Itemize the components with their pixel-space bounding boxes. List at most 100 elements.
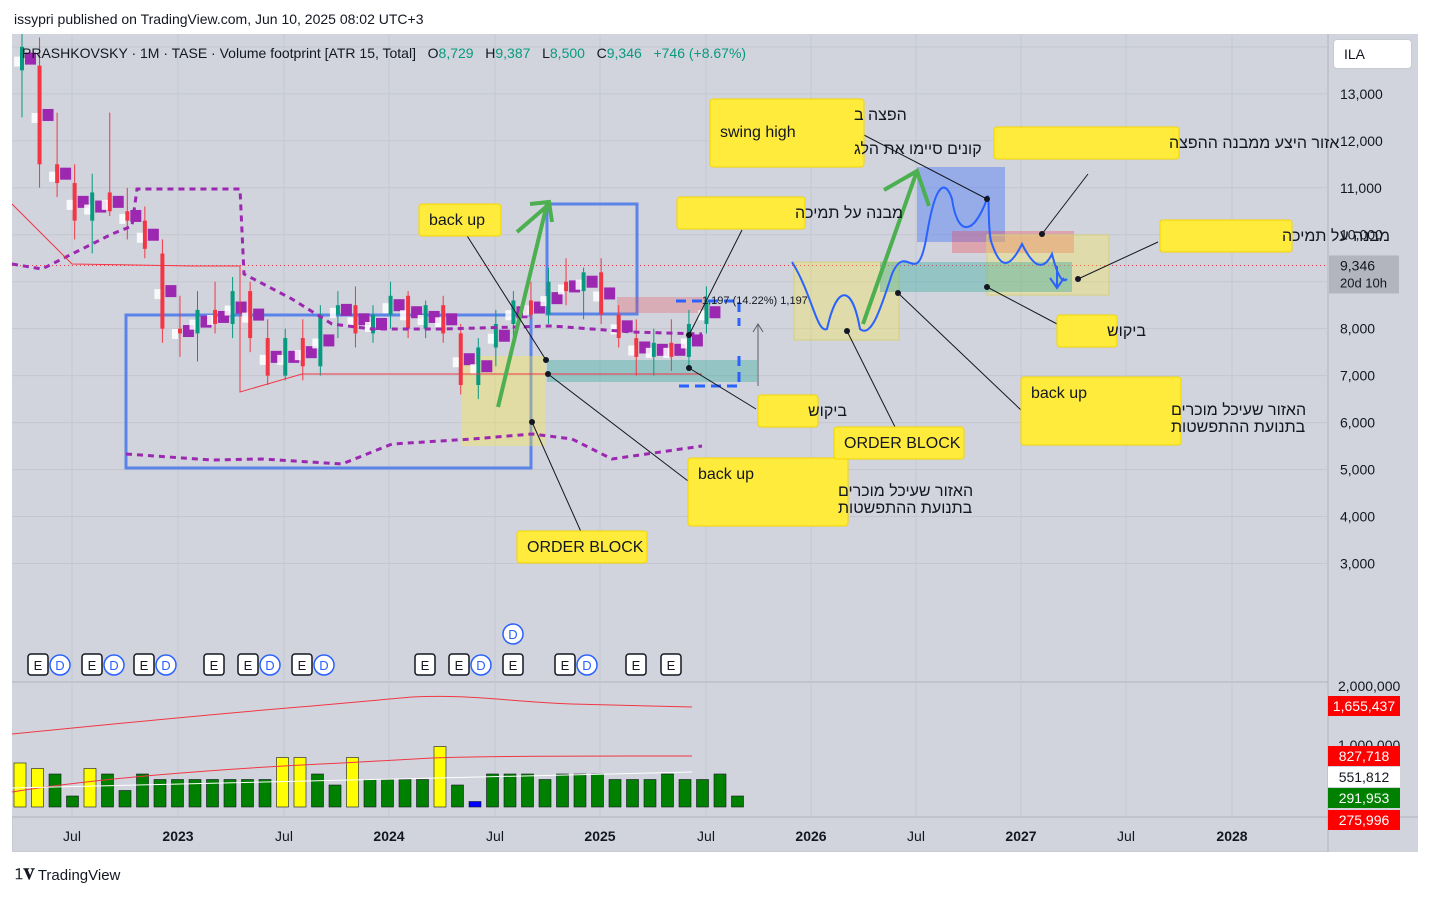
- earnings-event-icon[interactable]: E: [660, 653, 682, 676]
- current-price-label: 9,346: [1340, 257, 1375, 273]
- candle-body: [90, 192, 95, 221]
- volume-bar: [66, 795, 79, 808]
- footprint-square: [112, 195, 124, 208]
- connector-dot: [529, 419, 535, 425]
- footprint-white: [522, 305, 529, 316]
- event-circle: [155, 654, 177, 676]
- footprint-square: [182, 325, 194, 338]
- annotation-box: [709, 98, 865, 168]
- time-tick-label: 2026: [795, 828, 826, 844]
- legend-c-label: C: [596, 45, 607, 61]
- annotation-connector: [861, 133, 988, 200]
- dividend-event-icon[interactable]: D: [259, 654, 281, 676]
- footprint-square: [586, 275, 598, 288]
- earnings-event-icon[interactable]: E: [27, 653, 49, 676]
- annotation-structure-1[interactable]: מבנה על תמיכה: [676, 196, 903, 230]
- volume-bar: [101, 773, 114, 808]
- chart-canvas[interactable]: 3,0004,0005,0006,0007,0008,0009,00010,00…: [12, 34, 1418, 852]
- annotation-text: האזור שעיכל מוכרים: [1171, 401, 1306, 419]
- footprint-white: [628, 345, 635, 356]
- volume-badge-label: 1,655,437: [1333, 698, 1395, 714]
- footprint-white: [435, 317, 442, 328]
- legend-change: +746 (+8.67%): [653, 45, 747, 61]
- annotation-text: back up: [698, 466, 754, 483]
- footprint-square: [446, 313, 458, 326]
- footprint-white: [119, 213, 126, 224]
- annotation-box: [1056, 314, 1118, 348]
- candle-body: [458, 333, 463, 386]
- annotation-order-block-1[interactable]: ORDER BLOCK: [833, 426, 965, 460]
- event-box: [414, 653, 436, 676]
- footprint-square: [621, 320, 633, 333]
- annotation-back-up-1[interactable]: back up: [418, 203, 502, 237]
- volume-badge: [1328, 788, 1400, 808]
- footprint-white: [487, 333, 494, 344]
- annotation-text: האזור שעיכל מוכרים: [838, 482, 973, 500]
- annotation-connector: [897, 292, 1023, 412]
- volume-bar: [608, 779, 622, 808]
- earnings-event-icon[interactable]: E: [414, 653, 436, 676]
- grid-lines: [12, 34, 1418, 852]
- footprint-square: [393, 299, 405, 312]
- demand-zone-2: [880, 262, 1072, 292]
- dividend-event-icon[interactable]: D: [313, 654, 335, 676]
- earnings-event-icon[interactable]: E: [133, 653, 155, 676]
- currency-selector[interactable]: ILA: [1333, 39, 1412, 69]
- candle-body: [441, 305, 446, 334]
- earnings-event-icon[interactable]: E: [81, 653, 103, 676]
- event-circle: [259, 654, 281, 676]
- dividend-event-icon[interactable]: D: [502, 623, 524, 645]
- event-letter: D: [109, 658, 118, 673]
- dividend-event-icon[interactable]: D: [155, 654, 177, 676]
- annotation-structure-2[interactable]: מבנה על תמיכה: [1159, 219, 1390, 253]
- annotation-text: מבנה על תמיכה: [795, 204, 903, 222]
- chart-legend: PRASHKOVSKY · 1M · TASE · Volume footpri…: [22, 45, 746, 61]
- earnings-event-icon[interactable]: E: [502, 653, 524, 676]
- time-tick-label: Jul: [907, 828, 925, 844]
- price-tick-label: 12,000: [1340, 133, 1383, 149]
- volume-bar: [311, 773, 324, 808]
- annotation-order-block-2[interactable]: ORDER BLOCK: [516, 530, 648, 564]
- annotation-demand-2[interactable]: ביקוש: [757, 394, 847, 428]
- earnings-event-icon[interactable]: E: [448, 653, 470, 676]
- candle-body: [686, 323, 691, 357]
- connector-dot: [686, 332, 692, 338]
- annotation-box: [833, 426, 965, 460]
- volume-bar: [241, 779, 254, 808]
- candle-body: [160, 253, 165, 329]
- earnings-event-icon[interactable]: E: [291, 653, 313, 676]
- dividend-event-icon[interactable]: D: [49, 654, 71, 676]
- annotations[interactable]: back up מבנה על תמיכה הפצה ב swing high קוני…: [418, 98, 1390, 564]
- green-arrow-3: [861, 170, 919, 325]
- supply-zone-1: [617, 297, 707, 313]
- dividend-event-icon[interactable]: D: [470, 654, 492, 676]
- dividend-event-icon[interactable]: D: [103, 654, 125, 676]
- event-letter: E: [632, 658, 641, 673]
- annotation-demand-1[interactable]: ביקוש: [1056, 314, 1146, 348]
- earnings-event-icon[interactable]: E: [237, 653, 259, 676]
- time-tick-label: Jul: [486, 828, 504, 844]
- volume-bar: [468, 801, 482, 808]
- footprint-white: [417, 314, 424, 325]
- green-arrow-1: [515, 204, 549, 234]
- footprint-white: [171, 329, 178, 340]
- annotation-supply-zone[interactable]: אזור היצע ממבנה ההפצה: [993, 126, 1339, 160]
- earnings-event-icon[interactable]: E: [625, 653, 647, 676]
- annotation-connector: [688, 367, 757, 410]
- annotation-distribution[interactable]: הפצה ב swing high קונים סיימו את הלג: [709, 98, 982, 168]
- footprint-square: [288, 350, 300, 363]
- event-markers[interactable]: E D E D E D E E D E D E E D E E D E ED: [27, 623, 682, 676]
- dividend-event-icon[interactable]: D: [576, 654, 598, 676]
- event-box: [237, 653, 259, 676]
- tradingview-brand[interactable]: 𝟷𝐕 TradingView: [14, 866, 120, 884]
- footprint-white: [382, 303, 389, 314]
- footprint-square: [270, 350, 282, 363]
- earnings-event-icon[interactable]: E: [554, 653, 576, 676]
- footprint-square: [411, 306, 423, 319]
- footprint-white: [365, 321, 371, 332]
- event-circle: [49, 654, 71, 676]
- earnings-event-icon[interactable]: E: [203, 653, 225, 676]
- footprint-square: [235, 301, 247, 314]
